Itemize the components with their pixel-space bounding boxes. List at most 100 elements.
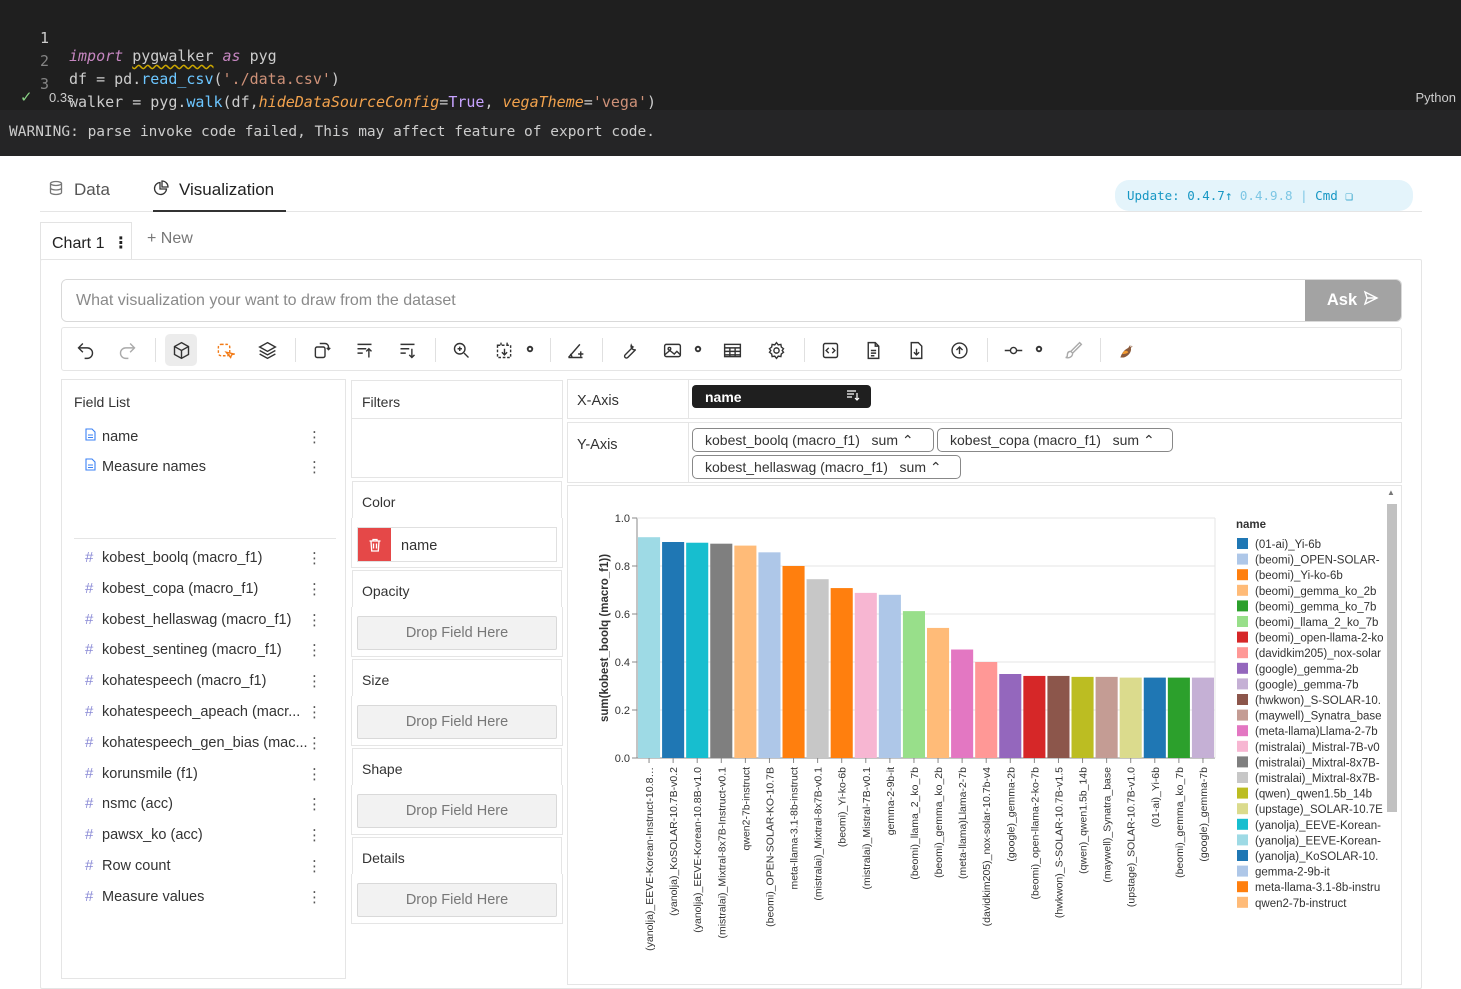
wrench-icon[interactable] bbox=[613, 334, 645, 366]
hash-icon: # bbox=[85, 579, 94, 597]
kebab-menu-icon[interactable]: ⋮ bbox=[307, 429, 322, 446]
table-icon[interactable] bbox=[716, 334, 748, 366]
color-field-chip[interactable]: name bbox=[357, 527, 557, 562]
sort-icon[interactable] bbox=[846, 388, 860, 405]
document-icon[interactable] bbox=[857, 334, 889, 366]
measure-field[interactable]: # Measure values ⋮ bbox=[85, 888, 355, 910]
resize-icon[interactable] bbox=[488, 334, 520, 366]
shape-drop-field[interactable]: Drop Field Here bbox=[357, 794, 557, 828]
code-line-2[interactable]: 2 df = pd.read_csv('./data.csv') bbox=[0, 34, 340, 88]
kebab-menu-icon[interactable]: ⋮ bbox=[307, 673, 322, 691]
kebab-menu-icon[interactable]: ⋮ bbox=[307, 765, 322, 783]
measure-field[interactable]: # kohatespeech_gen_bias (mac... ⋮ bbox=[85, 734, 355, 756]
transpose-icon[interactable] bbox=[305, 334, 337, 366]
gear-icon[interactable] bbox=[1034, 344, 1044, 354]
gear-icon[interactable] bbox=[525, 344, 535, 354]
undo-icon[interactable] bbox=[69, 334, 101, 366]
chart-tab-1[interactable]: Chart 1 ⋮ bbox=[40, 222, 132, 260]
x-tick-label: (mistralai)_Mixtral-8x7B-Instruct-v0.1 bbox=[716, 767, 728, 939]
kebab-menu-icon[interactable]: ⋮ bbox=[307, 888, 322, 906]
kebab-menu-icon[interactable]: ⋮ bbox=[307, 796, 322, 814]
language-label[interactable]: Python bbox=[1415, 90, 1456, 105]
dimension-field[interactable]: name ⋮ bbox=[85, 428, 355, 450]
version-update-badge[interactable]: Update: 0.4.7↑ 0.4.9.8 | Cmd ❏ bbox=[1115, 180, 1413, 211]
gear-icon[interactable] bbox=[693, 344, 703, 354]
aggregation-label[interactable]: sum bbox=[899, 459, 926, 475]
kebab-menu-icon[interactable]: ⋮ bbox=[307, 827, 322, 845]
kebab-menu-icon[interactable]: ⋮ bbox=[307, 642, 322, 660]
kebab-menu-icon[interactable]: ⋮ bbox=[307, 459, 322, 476]
y-field-label: kobest_hellaswag (macro_f1) bbox=[705, 459, 888, 475]
x-axis-field-pill[interactable]: name bbox=[692, 385, 871, 408]
kebab-menu-icon[interactable]: ⋮ bbox=[307, 858, 322, 875]
measure-field[interactable]: # kobest_copa (macro_f1) ⋮ bbox=[85, 580, 355, 602]
cube-icon[interactable] bbox=[165, 334, 197, 366]
details-drop-field[interactable]: Drop Field Here bbox=[357, 883, 557, 917]
filters-panel[interactable]: Filters bbox=[351, 380, 563, 478]
y-field-pill[interactable]: kobest_hellaswag (macro_f1) sum ⌃ bbox=[692, 455, 961, 479]
upload-icon[interactable] bbox=[943, 334, 975, 366]
kebab-menu-icon[interactable]: ⋮ bbox=[307, 704, 322, 721]
kebab-menu-icon[interactable]: ⋮ bbox=[307, 734, 322, 752]
trash-icon[interactable] bbox=[358, 528, 391, 561]
kebab-menu-icon[interactable]: ⋮ bbox=[112, 235, 129, 252]
axis-icon[interactable] bbox=[559, 334, 591, 366]
tab-data[interactable]: Data bbox=[48, 180, 110, 212]
code-line-1[interactable]: 1 import pygwalker as pyg bbox=[0, 11, 277, 65]
kebab-menu-icon[interactable]: ⋮ bbox=[307, 580, 322, 598]
scroll-up-arrow-icon[interactable]: ▲ bbox=[1387, 488, 1395, 497]
measure-field[interactable]: # kohatespeech (macro_f1) ⋮ bbox=[85, 672, 355, 694]
zoom-icon[interactable] bbox=[445, 334, 477, 366]
sort-descending-icon[interactable] bbox=[391, 334, 423, 366]
bird-logo-icon[interactable] bbox=[1110, 334, 1142, 366]
code-cell[interactable]: 1 import pygwalker as pyg 2 df = pd.read… bbox=[0, 0, 1461, 111]
field-label: name bbox=[102, 429, 139, 445]
redo-icon[interactable] bbox=[111, 334, 143, 366]
measure-field[interactable]: # korunsmile (f1) ⋮ bbox=[85, 765, 355, 787]
measure-field[interactable]: # kobest_sentineg (macro_f1) ⋮ bbox=[85, 641, 355, 663]
line-number: 2 bbox=[40, 52, 50, 70]
ask-button[interactable]: Ask bbox=[1305, 280, 1401, 321]
ask-input[interactable] bbox=[62, 280, 1306, 321]
download-icon[interactable] bbox=[900, 334, 932, 366]
commit-icon[interactable] bbox=[997, 334, 1029, 366]
ask-button-label: Ask bbox=[1326, 291, 1358, 309]
chart-area[interactable]: 0.0 0.2 0.4 0.6 0.8 1.0 sum(kobest_boolq (macr… bbox=[567, 485, 1402, 985]
aggregation-label[interactable]: sum bbox=[1112, 432, 1140, 448]
sort-ascending-icon[interactable] bbox=[348, 334, 380, 366]
tab-visualization[interactable]: Visualization bbox=[153, 180, 286, 212]
chevron-updown-icon[interactable]: ⌃ bbox=[901, 432, 914, 448]
new-chart-button[interactable]: + New bbox=[147, 230, 193, 247]
measure-field[interactable]: # kobest_boolq (macro_f1) ⋮ bbox=[85, 549, 355, 571]
chevron-updown-icon[interactable]: ⌃ bbox=[929, 459, 942, 475]
measure-field[interactable]: # nsmc (acc) ⋮ bbox=[85, 795, 355, 817]
y-axis-title: sum(kobest_boolq (macro_f1)) bbox=[599, 554, 611, 722]
code-line-3[interactable]: 3 walker = pyg.walk(df,hideDataSourceCon… bbox=[0, 57, 656, 111]
settings-icon[interactable] bbox=[760, 334, 792, 366]
layers-icon[interactable] bbox=[251, 334, 283, 366]
aggregation-label[interactable]: sum bbox=[871, 432, 898, 448]
kebab-menu-icon[interactable]: ⋮ bbox=[307, 611, 322, 629]
chevron-updown-icon[interactable]: ⌃ bbox=[1142, 432, 1155, 448]
image-icon[interactable] bbox=[656, 334, 688, 366]
brush-icon[interactable] bbox=[1057, 334, 1089, 366]
bar bbox=[638, 537, 661, 758]
dimension-field[interactable]: Measure names ⋮ bbox=[85, 458, 355, 480]
kebab-menu-icon[interactable]: ⋮ bbox=[307, 550, 322, 567]
y-axis-row[interactable]: Y-Axis bbox=[567, 422, 1402, 483]
size-drop-field[interactable]: Drop Field Here bbox=[357, 705, 557, 739]
y-field-pill[interactable]: kobest_boolq (macro_f1) sum ⌃ bbox=[692, 428, 934, 452]
send-icon bbox=[1363, 290, 1379, 311]
measure-field[interactable]: # Row count ⋮ bbox=[85, 857, 355, 879]
measure-field[interactable]: # kohatespeech_apeach (macr... ⋮ bbox=[85, 703, 355, 725]
cmd-button[interactable]: Cmd ❏ bbox=[1315, 188, 1353, 203]
hash-icon: # bbox=[85, 549, 94, 566]
chart-scrollbar[interactable] bbox=[1387, 504, 1397, 812]
code-icon[interactable] bbox=[814, 334, 846, 366]
measure-field[interactable]: # pawsx_ko (acc) ⋮ bbox=[85, 826, 355, 848]
y-field-pill[interactable]: kobest_copa (macro_f1) sum ⌃ bbox=[937, 428, 1173, 452]
measure-field[interactable]: # kobest_hellaswag (macro_f1) ⋮ bbox=[85, 611, 355, 633]
lasso-icon[interactable] bbox=[208, 334, 240, 366]
opacity-drop-field[interactable]: Drop Field Here bbox=[357, 616, 557, 650]
bar-chart[interactable]: 0.0 0.2 0.4 0.6 0.8 1.0 sum(kobest_boolq (macr… bbox=[568, 486, 1402, 985]
